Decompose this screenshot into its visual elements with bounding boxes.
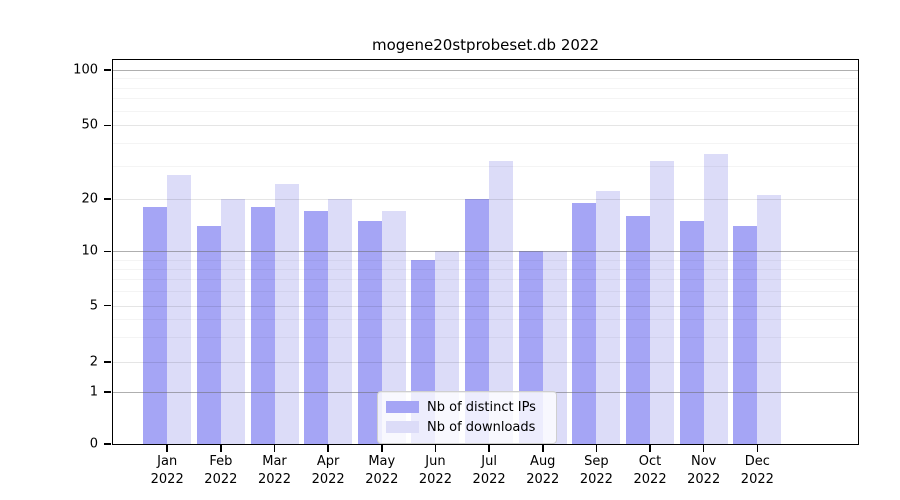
bar-downloads-mar [274,184,299,444]
bar-ips-jan [143,206,168,444]
legend: Nb of distinct IPs Nb of downloads [377,391,557,444]
y-ticklabel-1: 1 [89,384,98,400]
gridline-80 [113,87,858,89]
bar-ips-oct [626,215,651,444]
bar-ips-mar [250,206,275,444]
y-ticklabel-5: 5 [89,298,98,313]
bar-ips-dec [733,225,758,444]
x-tickmark-sep [595,445,598,452]
gridline-50 [113,125,858,127]
x-ticklabel-may: May 2022 [365,454,399,487]
x-tickmark-may [381,445,383,452]
y-tickmark-0 [104,443,111,445]
gridline-2 [113,362,858,363]
gridline-90 [113,78,858,80]
x-ticklabel-apr: Apr 2022 [311,454,345,487]
x-tickmark-jan [166,445,168,452]
y-ticklabel-2: 2 [89,354,98,370]
legend-label-ips: Nb of distinct IPs [427,399,536,415]
plot-area [112,59,859,445]
legend-item-downloads: Nb of downloads [386,417,548,437]
bar-ips-nov [679,220,704,444]
x-ticklabel-nov: Nov 2022 [687,454,721,487]
y-tickmark-10 [104,250,111,253]
y-ticklabel-20: 20 [81,191,98,207]
legend-label-downloads: Nb of downloads [427,419,536,435]
x-tickmark-feb [220,445,222,452]
y-tickmark-2 [104,361,111,363]
x-tickmark-aug [542,445,544,452]
x-tickmark-jun [434,445,437,452]
x-tickmark-apr [327,445,329,452]
bar-downloads-nov [703,154,728,444]
x-tickmark-jul [488,445,490,452]
gridline-100 [113,70,858,71]
legend-item-ips: Nb of distinct IPs [386,397,548,417]
gridline-40 [113,143,858,145]
bar-ips-feb [196,225,221,444]
y-ticklabel-50: 50 [81,117,98,133]
gridline-9 [113,259,858,261]
y-tickmark-100 [104,69,111,71]
bar-downloads-feb [220,199,245,444]
bar-downloads-jan [167,174,192,444]
y-ticklabel-0: 0 [89,436,98,452]
x-ticklabel-oct: Oct 2022 [633,454,667,487]
y-tickmark-5 [104,304,111,307]
gridline-4 [113,319,858,321]
y-tickmark-50 [104,124,111,127]
bar-ips-apr [304,211,329,444]
y-tickmark-1 [104,391,111,393]
gridline-5 [113,305,858,307]
x-tickmark-mar [273,445,276,452]
x-tickmark-nov [702,445,705,452]
gridline-20 [113,199,858,200]
x-ticklabel-jul: Jul 2022 [472,454,506,487]
y-ticklabel-100: 100 [73,62,98,78]
y-ticklabel-10: 10 [81,243,98,259]
chart-title: mogene20stprobeset.db 2022 [371,36,600,54]
gridline-70 [113,98,858,100]
bar-downloads-sep [596,191,621,444]
ips-swatch [386,401,419,413]
gridline-6 [113,291,858,293]
bar-ips-sep [572,202,597,444]
gridline-60 [113,110,858,112]
gridline-7 [113,279,858,281]
gridline-30 [113,166,858,168]
x-ticklabel-jun: Jun 2022 [418,454,452,487]
x-tickmark-oct [649,445,651,452]
x-ticklabel-mar: Mar 2022 [257,454,292,487]
x-ticklabel-aug: Aug 2022 [526,454,560,487]
bar-downloads-apr [328,199,353,444]
x-ticklabel-sep: Sep 2022 [579,454,613,487]
x-ticklabel-jan: Jan 2022 [150,454,184,487]
y-tickmark-20 [104,198,111,200]
x-ticklabel-dec: Dec 2022 [740,454,774,487]
bar-downloads-dec [757,195,782,444]
x-ticklabel-feb: Feb 2022 [204,454,238,487]
gridline-10 [113,251,858,253]
downloads-swatch [386,421,419,433]
gridline-8 [113,268,858,270]
x-tickmark-dec [756,445,759,452]
bar-downloads-oct [650,161,675,444]
gridline-3 [113,336,858,338]
